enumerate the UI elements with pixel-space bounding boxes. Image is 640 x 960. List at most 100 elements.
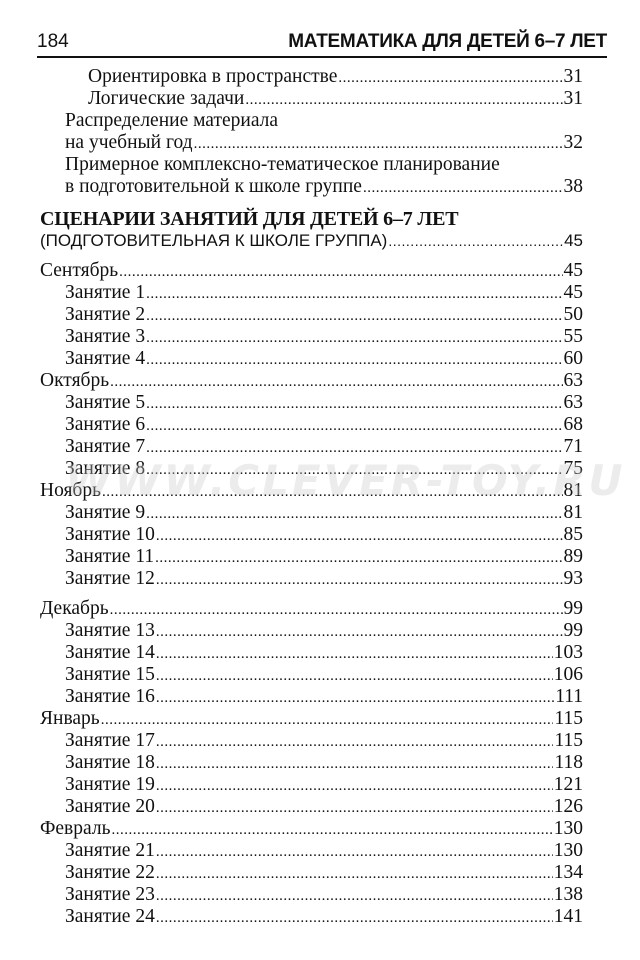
toc-session: Занятие 9 81 [0, 502, 640, 524]
entry-page: 68 [563, 414, 584, 435]
entry-title: в подготовительной к школе группе [65, 176, 362, 197]
dot-leader [155, 547, 562, 569]
entry-title: Занятие 5 [65, 392, 146, 413]
dot-leader [101, 709, 554, 731]
toc-session: Занятие 16 111 [0, 686, 640, 708]
dot-leader [110, 371, 562, 393]
dot-leader [156, 863, 553, 885]
toc-entry: Ориентировка в пространстве 31 [0, 66, 640, 88]
running-title: МАТЕМАТИКА ДЛЯ ДЕТЕЙ 6–7 ЛЕТ [288, 31, 607, 52]
dot-leader [156, 775, 553, 797]
entry-title: Примерное комплексно-тематическое планир… [65, 154, 500, 175]
entry-page: 121 [553, 774, 583, 795]
dot-leader [388, 230, 563, 252]
toc-session: Занятие 5 63 [0, 392, 640, 414]
dot-leader [146, 393, 562, 415]
entry-title: Занятие 4 [65, 348, 146, 369]
entry-page: 99 [563, 620, 584, 641]
toc-session: Занятие 19 121 [0, 774, 640, 796]
dot-leader [119, 261, 562, 283]
dot-leader [146, 283, 562, 305]
entry-page: 130 [553, 818, 583, 839]
dot-leader [102, 481, 563, 503]
entry-page: 81 [563, 480, 584, 501]
toc-entry: Распределение материала [0, 110, 640, 132]
entry-page: 106 [553, 664, 583, 685]
entry-page: 81 [563, 502, 584, 523]
entry-page: 118 [554, 752, 583, 773]
entry-title: Занятие 2 [65, 304, 146, 325]
entry-page: 134 [553, 862, 583, 883]
dot-leader [156, 907, 553, 929]
toc-session: Занятие 23 138 [0, 884, 640, 906]
entry-title: Логические задачи [88, 88, 245, 109]
entry-title: Ориентировка в пространстве [88, 66, 338, 87]
toc-session: Занятие 17 115 [0, 730, 640, 752]
dot-leader [156, 569, 563, 591]
dot-leader [146, 327, 562, 349]
entry-page: 38 [563, 176, 584, 197]
toc-month: Февраль 130 [0, 818, 640, 840]
dot-leader [146, 437, 562, 459]
entry-page: 111 [555, 686, 583, 707]
toc-session: Занятие 13 99 [0, 620, 640, 642]
toc-session: Занятие 4 60 [0, 348, 640, 370]
toc-month: Декабрь 99 [0, 598, 640, 620]
toc-session: Занятие 11 89 [0, 546, 640, 568]
entry-page: 130 [553, 840, 583, 861]
entry-title: Занятие 6 [65, 414, 146, 435]
toc-session: Занятие 18 118 [0, 752, 640, 774]
entry-page: 99 [563, 598, 584, 619]
dot-leader [111, 819, 552, 841]
entry-page: 63 [563, 370, 584, 391]
entry-page: 126 [553, 796, 583, 817]
entry-title: Занятие 24 [65, 906, 155, 927]
dot-leader [146, 415, 562, 437]
dot-leader [156, 621, 563, 643]
entry-title: Занятие 20 [65, 796, 155, 817]
toc-session: Занятие 20 126 [0, 796, 640, 818]
toc-session: Занятие 1 45 [0, 282, 640, 304]
entry-title: Январь [40, 708, 100, 729]
toc-session: Занятие 3 55 [0, 326, 640, 348]
entry-page: 55 [563, 326, 584, 347]
dot-leader [156, 797, 553, 819]
toc-session: Занятие 21 130 [0, 840, 640, 862]
entry-page: 138 [553, 884, 583, 905]
entry-title: Занятие 16 [65, 686, 155, 707]
entry-title: Занятие 3 [65, 326, 146, 347]
dot-leader [156, 885, 553, 907]
entry-title: Занятие 14 [65, 642, 155, 663]
entry-title: Занятие 12 [65, 568, 155, 589]
toc-session: Занятие 22 134 [0, 862, 640, 884]
entry-page: 141 [553, 906, 583, 927]
entry-page: 50 [563, 304, 584, 325]
dot-leader [156, 731, 554, 753]
entry-page: 115 [554, 708, 583, 729]
entry-title: Сентябрь [40, 260, 119, 281]
toc-session: Занятие 8 75 [0, 458, 640, 480]
dot-leader [156, 687, 554, 709]
entry-title: Занятие 1 [65, 282, 146, 303]
entry-title: Ноябрь [40, 480, 101, 501]
section-title: СЦЕНАРИИ ЗАНЯТИЙ ДЛЯ ДЕТЕЙ 6–7 ЛЕТ [40, 208, 459, 230]
dot-leader [156, 841, 553, 863]
toc-session: Занятие 10 85 [0, 524, 640, 546]
toc-month: Октябрь 63 [0, 370, 640, 392]
dot-leader [156, 753, 554, 775]
entry-title: Занятие 21 [65, 840, 155, 861]
dot-leader [194, 133, 563, 155]
entry-title: на учебный год [65, 132, 193, 153]
entry-page: 60 [563, 348, 584, 369]
entry-title: Занятие 10 [65, 524, 155, 545]
running-header: 184 МАТЕМАТИКА ДЛЯ ДЕТЕЙ 6–7 ЛЕТ [37, 30, 607, 58]
entry-title: Занятие 18 [65, 752, 155, 773]
entry-page: 71 [563, 436, 584, 457]
entry-title: Февраль [40, 818, 111, 839]
dot-leader [156, 525, 563, 547]
dot-leader [146, 459, 562, 481]
toc-session: Занятие 2 50 [0, 304, 640, 326]
entry-page: 115 [554, 730, 583, 751]
dot-leader [156, 665, 553, 687]
toc-session: Занятие 12 93 [0, 568, 640, 590]
